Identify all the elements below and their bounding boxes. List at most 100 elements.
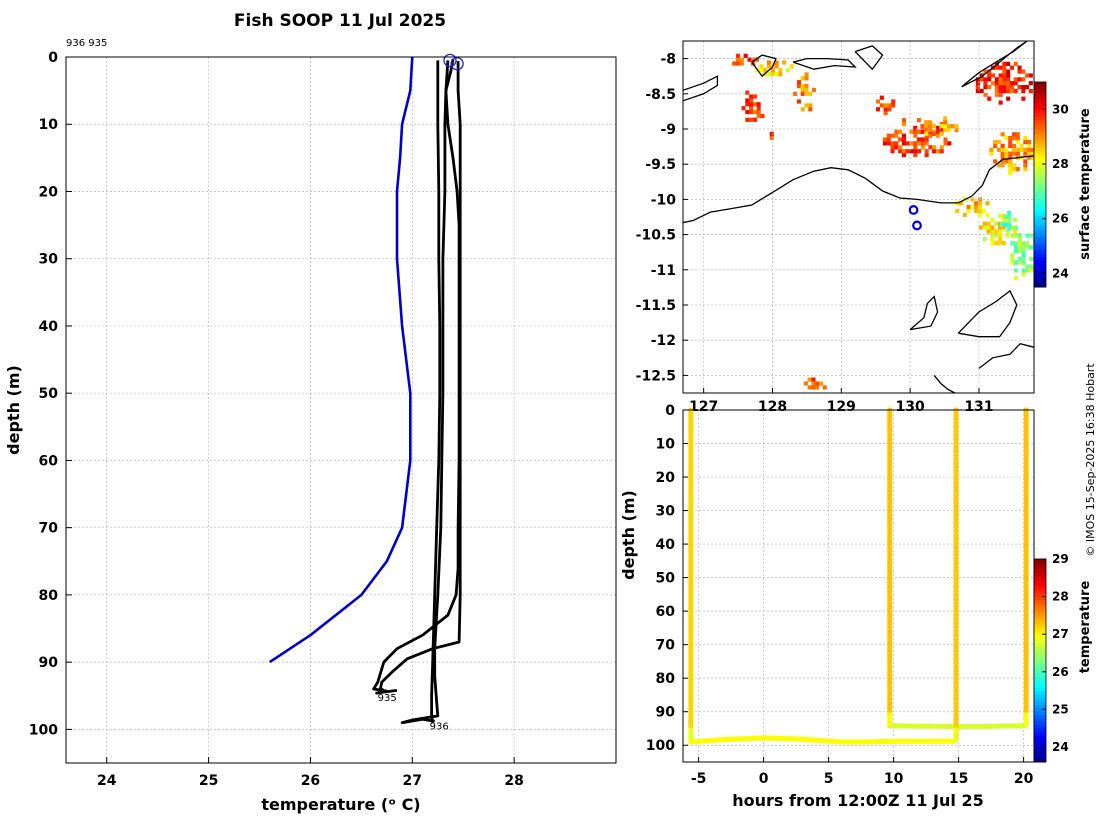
sst-cell	[950, 124, 955, 129]
sst-patch-3	[741, 90, 765, 122]
sst-cell	[1013, 81, 1018, 86]
map-colorbar-segment	[1034, 228, 1046, 233]
section-colorbar-segment	[1034, 565, 1046, 570]
sst-cell	[769, 135, 774, 140]
sst-cell	[1006, 69, 1011, 74]
sst-cell	[811, 385, 816, 390]
sst-cell	[975, 88, 980, 94]
sst-cell	[986, 225, 991, 230]
sst-cell	[1017, 249, 1022, 254]
section-colorbar-segment	[1034, 599, 1046, 604]
sst-cell	[1012, 163, 1017, 168]
section-x-tick-label-4: 15	[949, 771, 968, 787]
sst-cell	[752, 102, 757, 107]
sst-cell	[1001, 217, 1006, 222]
sst-cell	[1004, 155, 1009, 160]
sst-cell	[920, 129, 925, 134]
map-colorbar-segment	[1034, 112, 1046, 117]
sst-cell	[1029, 256, 1034, 261]
map-colorbar-tick-label-3: 30	[1052, 102, 1069, 116]
sst-cell	[987, 96, 992, 101]
section-y-tick-label-8: 80	[656, 671, 676, 687]
sst-cell	[989, 147, 994, 152]
sst-cell	[913, 125, 918, 130]
map-lon-tick-label-3: 130	[896, 399, 925, 415]
sst-cell	[883, 111, 888, 116]
map-lon-ticks: 127 128 129 130 131	[689, 388, 994, 415]
sst-cell	[812, 87, 817, 92]
sst-cell	[974, 205, 979, 210]
section-colorbar-segment	[1034, 640, 1046, 645]
sst-cell	[1025, 245, 1030, 250]
sst-cell	[804, 76, 809, 81]
map-colorbar-segment	[1034, 116, 1046, 121]
map-colorbar-tick-label-1: 26	[1052, 212, 1069, 226]
sst-cell	[1002, 69, 1007, 74]
section-colorbar-segment	[1034, 728, 1046, 733]
sst-cell	[998, 65, 1003, 70]
sst-cell	[1021, 245, 1026, 250]
sst-cell	[890, 149, 895, 154]
sst-cell	[894, 145, 899, 150]
map-lat-tick-label-1: -8.5	[645, 87, 676, 103]
map-lat-tick-label-6: -11	[651, 263, 676, 279]
section-colorbar-segment	[1034, 741, 1046, 746]
sst-cell	[1009, 85, 1014, 90]
sst-cell	[1021, 249, 1026, 254]
section-colorbar-segment	[1034, 724, 1046, 729]
sst-cell	[996, 139, 1001, 145]
sst-cell	[924, 137, 929, 142]
sst-cell	[1028, 73, 1033, 78]
map-colorbar-segment	[1034, 123, 1046, 127]
profile-line-935-1	[372, 58, 461, 695]
sst-cell	[800, 107, 805, 112]
sst-cell	[1021, 77, 1026, 82]
map-colorbar-segment	[1034, 150, 1046, 155]
surface-marker-1	[450, 57, 464, 71]
sst-cell	[1005, 233, 1010, 238]
section-colorbar-tick-label-1: 25	[1052, 702, 1069, 716]
profile-y-tick-label-8: 80	[39, 588, 59, 604]
section-y-tick-label-5: 50	[656, 571, 676, 587]
section-x-ticks: -5 0 5 10 15 20	[691, 757, 1034, 787]
figure-title: Fish SOOP 11 Jul 2025	[234, 11, 446, 31]
section-colorbar-segment	[1034, 711, 1046, 716]
sst-cell	[778, 72, 783, 77]
sst-cell	[959, 201, 964, 206]
climatology-line	[268, 56, 414, 664]
sst-cell	[979, 88, 984, 94]
sst-cell	[1025, 268, 1030, 273]
section-colorbar-segment	[1034, 731, 1046, 736]
map-colorbar-segment	[1034, 157, 1046, 162]
sst-patch-13	[999, 211, 1012, 231]
sst-cell	[745, 110, 750, 115]
sst-cell	[1028, 81, 1033, 86]
sst-cell	[1010, 241, 1015, 246]
sst-cell	[1015, 167, 1020, 172]
map-colorbar-segment	[1034, 201, 1046, 206]
sst-cell	[736, 57, 741, 62]
sst-cell	[1008, 151, 1013, 156]
section-colorbar-tick-label-3: 27	[1052, 627, 1069, 641]
sst-cell	[898, 149, 903, 154]
sst-cell	[1014, 268, 1019, 273]
sst-cell	[1017, 237, 1022, 242]
sst-cell	[808, 91, 813, 96]
sst-cell	[943, 120, 948, 125]
section-colorbar-tick-label-5: 29	[1052, 552, 1069, 566]
map-colorbar-segment	[1034, 129, 1046, 134]
map-colorbar-segment	[1034, 283, 1046, 288]
map-lat-ticks: -8 -8.5 -9 -9.5 -10 -10.5 -11 -11.5 -12 -12.5	[636, 52, 688, 384]
section-colorbar-segment	[1034, 579, 1046, 584]
sst-cell	[913, 141, 918, 146]
sst-cell	[901, 149, 906, 154]
sst-cell	[1017, 77, 1022, 82]
sst-cell	[997, 240, 1002, 246]
profile-y-tick-label-2: 20	[39, 184, 59, 200]
sst-cell	[943, 116, 948, 121]
sst-cell	[883, 103, 888, 108]
sst-cell	[811, 381, 816, 386]
sst-cell	[1021, 260, 1026, 265]
sst-cell	[928, 145, 933, 150]
section-colorbar-segment	[1034, 684, 1046, 689]
